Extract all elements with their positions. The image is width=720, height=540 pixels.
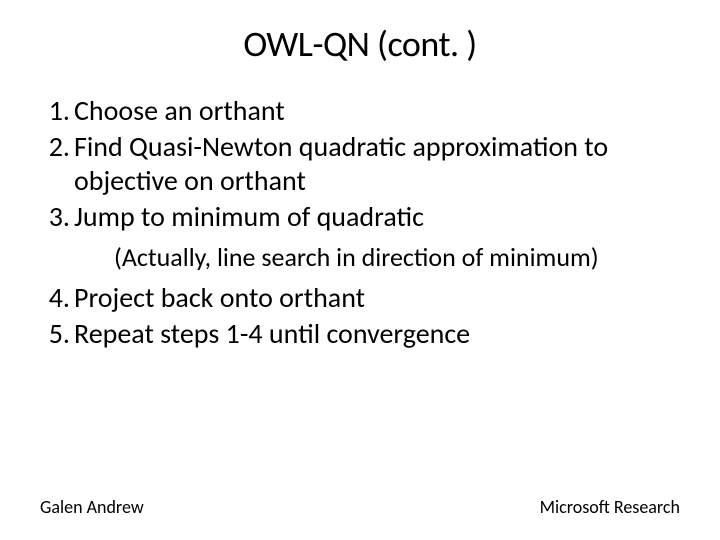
step-5: Repeat steps 1-4 until convergence: [74, 317, 680, 351]
step-4: Project back onto orthant: [74, 281, 680, 315]
step-3-text: Jump to minimum of quadratic: [74, 199, 424, 234]
footer-affiliation: Microsoft Research: [540, 496, 680, 518]
slide: OWL-QN (cont. ) Choose an orthant Find Q…: [0, 0, 720, 540]
step-3-note: (Actually, line search in direction of m…: [74, 241, 680, 274]
step-3: Jump to minimum of quadratic (Actually, …: [74, 200, 680, 273]
algorithm-steps-list: Choose an orthant Find Quasi-Newton quad…: [40, 94, 680, 351]
slide-footer: Galen Andrew Microsoft Research: [40, 496, 680, 518]
slide-title: OWL-QN (cont. ): [40, 22, 680, 66]
footer-author: Galen Andrew: [40, 496, 144, 518]
step-1: Choose an orthant: [74, 94, 680, 128]
step-2: Find Quasi-Newton quadratic approximatio…: [74, 130, 680, 198]
